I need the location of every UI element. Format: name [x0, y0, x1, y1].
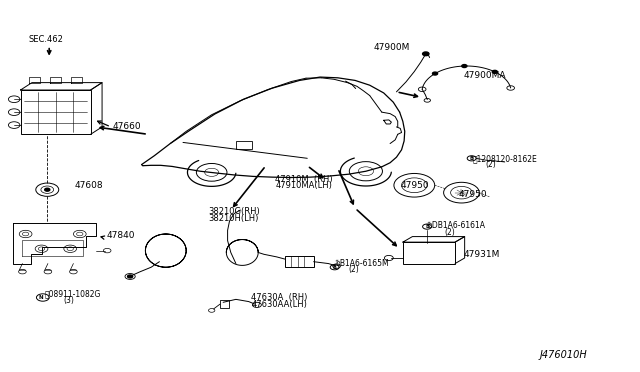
- Text: 47910MA(LH): 47910MA(LH): [275, 182, 332, 190]
- Text: ⓝ08911-1082G: ⓝ08911-1082G: [45, 290, 101, 299]
- Circle shape: [45, 188, 50, 191]
- Circle shape: [422, 52, 429, 56]
- Text: (2): (2): [444, 228, 455, 237]
- Text: 47950: 47950: [400, 182, 429, 190]
- Text: J476010H: J476010H: [540, 350, 588, 359]
- Text: 47910M  (RH): 47910M (RH): [275, 175, 333, 184]
- Text: B: B: [333, 265, 337, 270]
- Circle shape: [462, 65, 467, 67]
- Bar: [403, 242, 455, 263]
- Text: 38210G(RH): 38210G(RH): [209, 207, 260, 216]
- Bar: [20, 90, 91, 134]
- Text: ␢B1A6-6165M: ␢B1A6-6165M: [336, 259, 390, 268]
- Text: 47900M: 47900M: [374, 44, 410, 52]
- Text: 47950: 47950: [459, 190, 488, 199]
- Text: SEC.462: SEC.462: [28, 35, 63, 44]
- Text: 47840: 47840: [106, 231, 135, 240]
- Text: (2): (2): [349, 265, 360, 274]
- Bar: [220, 300, 229, 308]
- Text: 47630A  (RH): 47630A (RH): [251, 293, 308, 302]
- Circle shape: [127, 275, 132, 278]
- Circle shape: [492, 70, 497, 73]
- Bar: [236, 141, 252, 149]
- Text: N: N: [38, 295, 44, 300]
- Text: 47608: 47608: [75, 181, 103, 190]
- Text: 47900MA: 47900MA: [464, 71, 506, 80]
- Text: 38210H(LH): 38210H(LH): [209, 214, 259, 223]
- Circle shape: [433, 72, 438, 75]
- Text: B: B: [469, 156, 473, 161]
- Text: 47931M: 47931M: [463, 250, 500, 259]
- Text: (2): (2): [486, 160, 497, 169]
- Text: 47660: 47660: [113, 122, 141, 131]
- Text: 47630AA(LH): 47630AA(LH): [251, 299, 307, 309]
- Text: (3): (3): [64, 296, 75, 305]
- Text: B: B: [425, 224, 429, 229]
- Text: ␢DB1A6-6161A: ␢DB1A6-6161A: [427, 221, 485, 230]
- Text: ⑂1208120-8162E: ⑂1208120-8162E: [473, 154, 538, 163]
- Bar: [285, 256, 314, 267]
